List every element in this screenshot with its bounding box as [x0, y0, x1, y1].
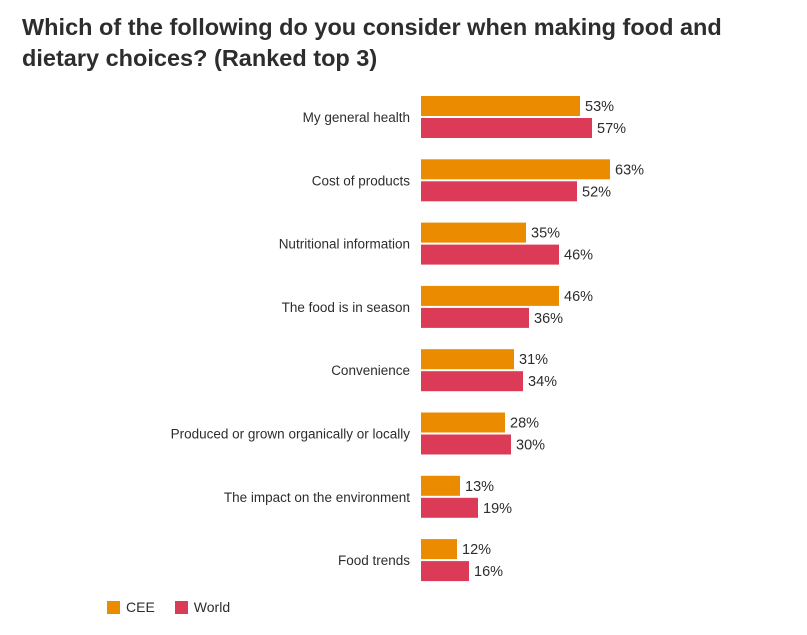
- value-label-cee-convenience: 31%: [519, 352, 548, 368]
- bar-cee-nutritional-information: [421, 222, 526, 243]
- bar-cee-food-trends: [421, 539, 457, 560]
- category-label-nutritional-information: Nutritional information: [279, 237, 410, 252]
- category-label-produced-or-grown-organically-or-locally: Produced or grown organically or locally: [171, 427, 411, 442]
- legend-swatch-world: [174, 600, 188, 614]
- legend-item-cee: CEE: [107, 599, 155, 615]
- legend-label-world: World: [193, 599, 231, 615]
- bar-world-the-food-is-in-season: [421, 307, 529, 328]
- bar-world-convenience: [421, 371, 523, 392]
- bar-cee-the-food-is-in-season: [421, 285, 559, 306]
- bars-layer: My general health 53% 57% Cost of products 6…: [171, 96, 644, 582]
- category-label-food-trends: Food trends: [338, 553, 410, 568]
- bar-world-nutritional-information: [421, 244, 559, 265]
- value-label-world-the-impact-on-the-environment: 19%: [483, 501, 512, 517]
- value-label-cee-my-general-health: 53%: [585, 99, 614, 115]
- legend-item-world: World: [174, 599, 231, 615]
- value-label-world-convenience: 34%: [528, 374, 557, 390]
- bar-world-the-impact-on-the-environment: [421, 497, 478, 518]
- bar-world-food-trends: [421, 561, 469, 582]
- value-label-cee-the-food-is-in-season: 46%: [564, 289, 593, 305]
- category-label-cost-of-products: Cost of products: [312, 173, 411, 188]
- bar-cee-the-impact-on-the-environment: [421, 475, 460, 496]
- bar-world-cost-of-products: [421, 181, 577, 202]
- value-label-world-nutritional-information: 46%: [564, 248, 593, 264]
- value-label-cee-nutritional-information: 35%: [531, 226, 560, 242]
- category-label-the-impact-on-the-environment: The impact on the environment: [224, 490, 410, 505]
- legend-swatch-cee: [107, 600, 120, 614]
- value-label-cee-food-trends: 12%: [462, 542, 491, 558]
- category-label-the-food-is-in-season: The food is in season: [282, 300, 410, 315]
- legend-label-cee: CEE: [126, 599, 155, 615]
- bar-world-produced-or-grown-organically-or-locally: [421, 434, 511, 455]
- bar-cee-cost-of-products: [421, 159, 610, 180]
- bar-world-my-general-health: [421, 118, 592, 138]
- value-label-world-my-general-health: 57%: [597, 121, 626, 137]
- legend: CEE World: [107, 599, 250, 615]
- value-label-world-cost-of-products: 52%: [582, 184, 611, 200]
- value-label-cee-the-impact-on-the-environment: 13%: [465, 479, 494, 495]
- chart-title: Which of the following do you consider w…: [22, 14, 722, 71]
- value-label-cee-cost-of-products: 63%: [615, 162, 644, 178]
- value-label-cee-produced-or-grown-organically-or-locally: 28%: [510, 416, 539, 432]
- value-label-world-food-trends: 16%: [474, 564, 503, 580]
- category-label-convenience: Convenience: [331, 363, 410, 378]
- value-label-world-the-food-is-in-season: 36%: [534, 311, 563, 327]
- category-label-my-general-health: My general health: [303, 110, 410, 125]
- bar-cee-convenience: [421, 349, 514, 370]
- value-label-world-produced-or-grown-organically-or-locally: 30%: [516, 438, 545, 454]
- bar-cee-produced-or-grown-organically-or-locally: [421, 412, 505, 433]
- bar-cee-my-general-health: [421, 96, 580, 116]
